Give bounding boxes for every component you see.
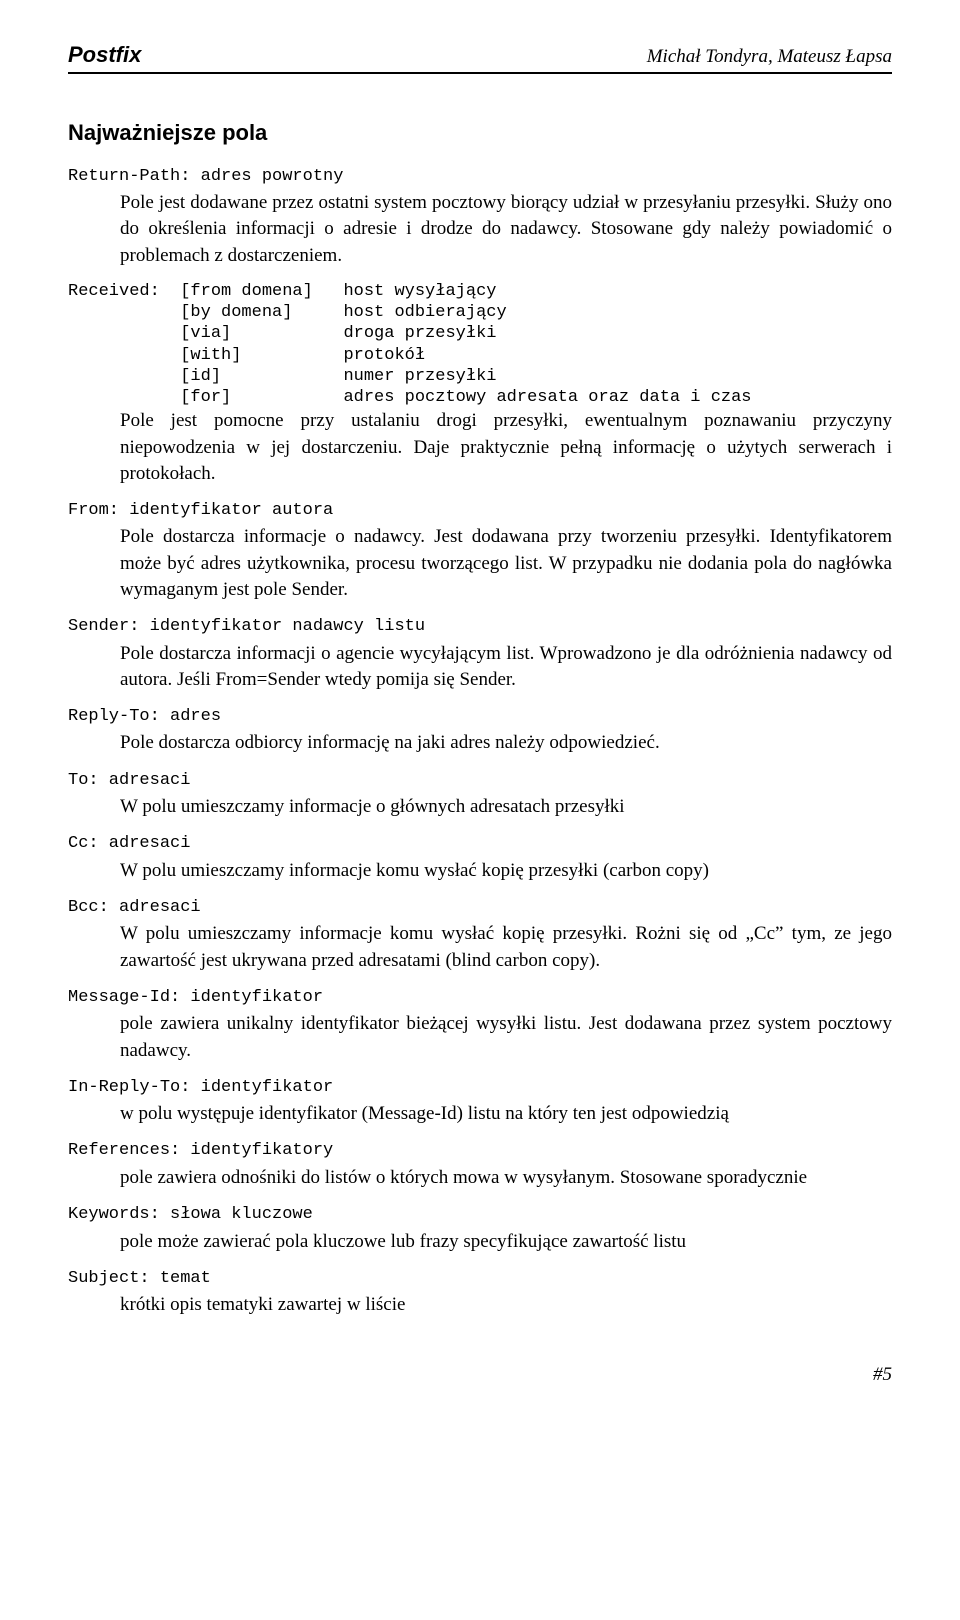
field-body-return-path: Pole jest dodawane przez ostatni system … — [120, 190, 892, 269]
field-body-message-id: pole zawiera unikalny identyfikator bież… — [120, 1011, 892, 1063]
field-body-from: Pole dostarcza informacje o nadawcy. Jes… — [120, 524, 892, 603]
field-header-keywords: Keywords: słowa kluczowe — [68, 1203, 892, 1226]
field-header-reply-to: Reply-To: adres — [68, 705, 892, 728]
field-body-subject: krótki opis tematyki zawartej w liście — [120, 1292, 892, 1318]
field-header-message-id: Message-Id: identyfikator — [68, 986, 892, 1009]
field-body-references: pole zawiera odnośniki do listów o który… — [120, 1165, 892, 1191]
field-header-in-reply-to: In-Reply-To: identyfikator — [68, 1076, 892, 1099]
field-body-sender: Pole dostarcza informacji o agencie wycy… — [120, 641, 892, 693]
field-body-bcc: W polu umieszczamy informacje komu wysła… — [120, 921, 892, 973]
field-header-bcc: Bcc: adresaci — [68, 896, 892, 919]
page-number: #5 — [68, 1362, 892, 1388]
field-header-return-path: Return-Path: adres powrotny — [68, 165, 892, 188]
field-header-from: From: identyfikator autora — [68, 499, 892, 522]
page-header: Postfix Michał Tondyra, Mateusz Łapsa — [68, 40, 892, 74]
field-body-cc: W polu umieszczamy informacje komu wysła… — [120, 858, 892, 884]
field-body-to: W polu umieszczamy informacje o głównych… — [120, 794, 892, 820]
received-block: Received: [from domena] host wysyłający … — [68, 281, 892, 409]
field-body-received: Pole jest pomocne przy ustalaniu drogi p… — [120, 408, 892, 487]
field-header-sender: Sender: identyfikator nadawcy listu — [68, 615, 892, 638]
field-header-cc: Cc: adresaci — [68, 832, 892, 855]
field-body-reply-to: Pole dostarcza odbiorcy informację na ja… — [120, 730, 892, 756]
section-title: Najważniejsze pola — [68, 118, 892, 148]
field-header-to: To: adresaci — [68, 769, 892, 792]
field-header-subject: Subject: temat — [68, 1267, 892, 1290]
header-right: Michał Tondyra, Mateusz Łapsa — [647, 44, 892, 70]
header-left: Postfix — [68, 40, 141, 70]
field-body-in-reply-to: w polu występuje identyfikator (Message-… — [120, 1101, 892, 1127]
field-header-references: References: identyfikatory — [68, 1139, 892, 1162]
field-body-keywords: pole może zawierać pola kluczowe lub fra… — [120, 1229, 892, 1255]
